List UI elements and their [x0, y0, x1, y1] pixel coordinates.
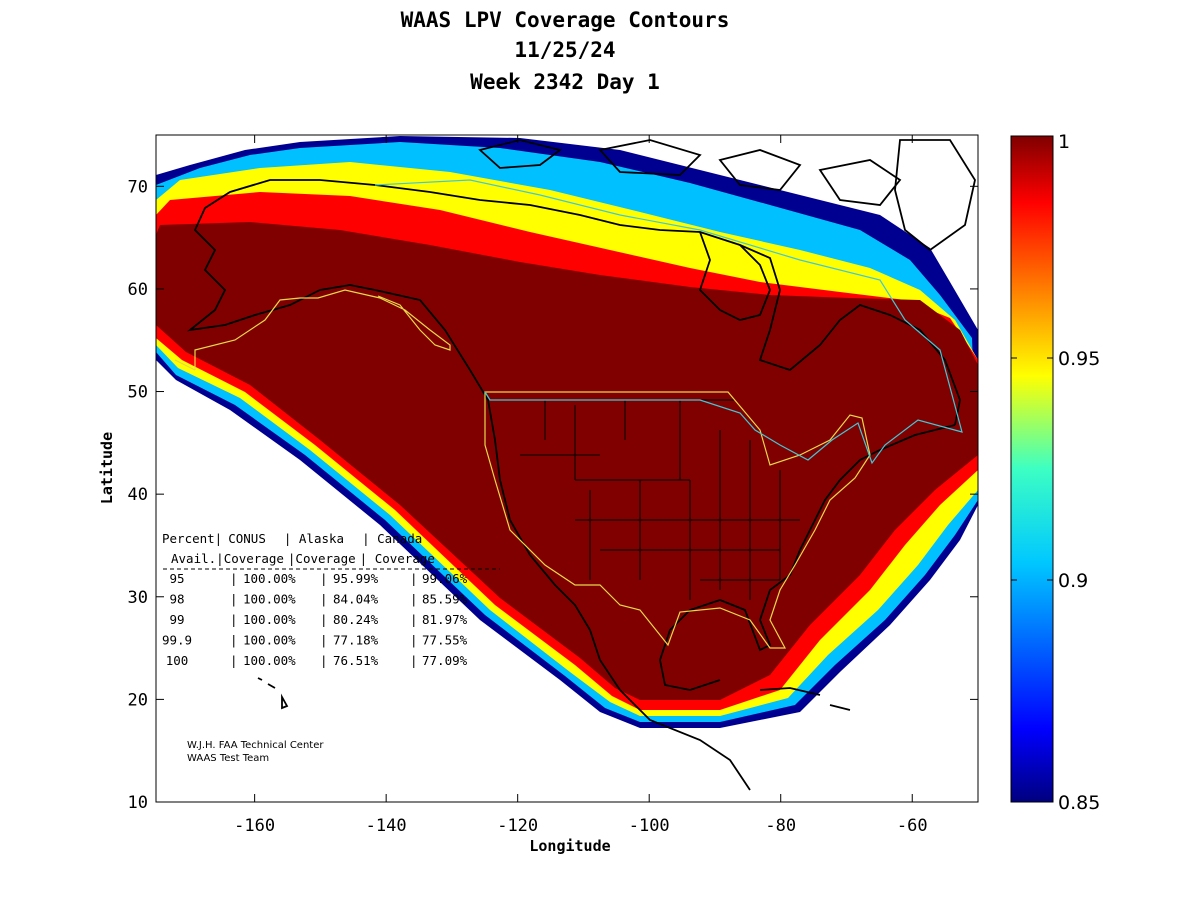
credit-line-1: W.J.H. FAA Technical Center: [187, 740, 324, 751]
alaska-boundary: [174, 289, 451, 371]
table-separator: |: [320, 633, 328, 648]
x-tick-label: -60: [897, 816, 928, 836]
table-separator: |: [410, 571, 418, 586]
plot-frame: [155, 134, 979, 803]
alaska-coastline: [186, 179, 376, 332]
chart-week: Week 2342 Day 1: [470, 70, 660, 94]
table-cell-percent: 99.9: [162, 633, 192, 648]
table-cell-conus: 100.00%: [243, 571, 296, 586]
y-tick-label: 20: [128, 690, 148, 710]
table-separator: |: [230, 592, 238, 607]
table-cell-canada: 85.59%: [422, 592, 468, 607]
table-separator: |: [230, 633, 238, 648]
colorbar-tick-label: 0.85: [1058, 792, 1100, 814]
colorbar-tick-label: 1: [1058, 131, 1070, 153]
colorbar-gradient: [1010, 135, 1054, 803]
table-separator: |: [230, 612, 238, 627]
table-cell-canada: 77.55%: [422, 633, 468, 648]
table-cell-conus: 100.00%: [243, 633, 296, 648]
table-separator: |: [320, 592, 328, 607]
canada-boundary: [374, 179, 963, 465]
colorbar: 1 0.95 0.9 0.85: [1010, 131, 1100, 814]
x-tick-label: -140: [366, 816, 407, 836]
table-header-row-1: Percent| CONUS | Alaska | Canada: [162, 531, 422, 546]
table-cell-percent: 99: [169, 612, 184, 627]
x-axis: -160 -140 -120 -100 -80 -60: [234, 135, 928, 836]
table-separator: |: [320, 612, 328, 627]
y-tick-label: 10: [128, 793, 148, 813]
credit-line-2: WAAS Test Team: [187, 753, 269, 764]
table-cell-canada: 99.06%: [422, 571, 468, 586]
conus-boundary: [484, 391, 871, 649]
table-cell-alaska: 77.18%: [333, 633, 379, 648]
table-separator: |: [410, 653, 418, 668]
table-cell-canada: 81.97%: [422, 612, 468, 627]
map-outlines: [186, 139, 976, 791]
greenland: [894, 139, 976, 252]
colorbar-tick-label: 0.95: [1058, 348, 1100, 370]
y-tick-label: 40: [128, 485, 148, 505]
table-rows: 95 100.00% 95.99% 99.06% | | | 98 100.00% 84.04% 8…: [162, 571, 468, 668]
table-cell-percent: 95: [169, 571, 184, 586]
x-axis-label: Longitude: [529, 837, 610, 855]
table-row: 99 100.00% 80.24% 81.97% | | |: [169, 612, 467, 627]
table-cell-alaska: 95.99%: [333, 571, 379, 586]
table-cell-alaska: 84.04%: [333, 592, 379, 607]
table-cell-percent: 98: [169, 592, 184, 607]
table-separator: |: [320, 653, 328, 668]
hawaii: [257, 677, 289, 710]
table-separator: |: [230, 653, 238, 668]
x-tick-label: -100: [629, 816, 670, 836]
table-row: 100 100.00% 76.51% 77.09% | | |: [166, 653, 468, 668]
y-tick-label: 60: [128, 280, 148, 300]
table-header-row-2: Avail.|Coverage |Coverage | Coverage: [171, 551, 435, 566]
canada-arctic-coast: [374, 184, 961, 426]
table-cell-percent: 100: [166, 653, 189, 668]
table-cell-canada: 77.09%: [422, 653, 468, 668]
table-row: 98 100.00% 84.04% 85.59% | | |: [169, 592, 467, 607]
table-cell-conus: 100.00%: [243, 612, 296, 627]
table-separator: |: [410, 612, 418, 627]
table-row: 95 100.00% 95.99% 99.06% | | |: [169, 571, 467, 586]
arctic-islands: [478, 139, 902, 206]
colorbar-tick-label: 0.9: [1058, 570, 1088, 592]
hudson-bay: [698, 231, 771, 321]
chart-date: 11/25/24: [514, 38, 615, 62]
y-axis: 10 20 30 40 50 60 70: [128, 177, 978, 813]
coverage-table: Percent| CONUS | Alaska | Canada Avail.|Cov…: [162, 531, 500, 668]
table-row: 99.9 100.00% 77.18% 77.55% | | |: [162, 633, 468, 648]
table-separator: |: [410, 592, 418, 607]
table-cell-alaska: 80.24%: [333, 612, 379, 627]
table-separator: |: [320, 571, 328, 586]
table-cell-alaska: 76.51%: [333, 653, 379, 668]
y-axis-label: Latitude: [98, 432, 116, 504]
table-cell-conus: 100.00%: [243, 592, 296, 607]
table-separator: |: [230, 571, 238, 586]
x-tick-label: -80: [765, 816, 796, 836]
table-cell-conus: 100.00%: [243, 653, 296, 668]
y-tick-label: 70: [128, 177, 148, 197]
x-tick-label: -160: [234, 816, 275, 836]
chart-title: WAAS LPV Coverage Contours: [401, 8, 730, 32]
x-tick-label: -120: [497, 816, 538, 836]
east-coast: [659, 424, 956, 691]
y-tick-label: 30: [128, 588, 148, 608]
table-separator: |: [410, 633, 418, 648]
y-tick-label: 50: [128, 383, 148, 403]
region-boundaries: [174, 179, 963, 649]
caribbean: [759, 687, 851, 711]
west-coast: [374, 289, 751, 791]
colorbar-ticks: 1 0.95 0.9 0.85: [1011, 131, 1100, 814]
